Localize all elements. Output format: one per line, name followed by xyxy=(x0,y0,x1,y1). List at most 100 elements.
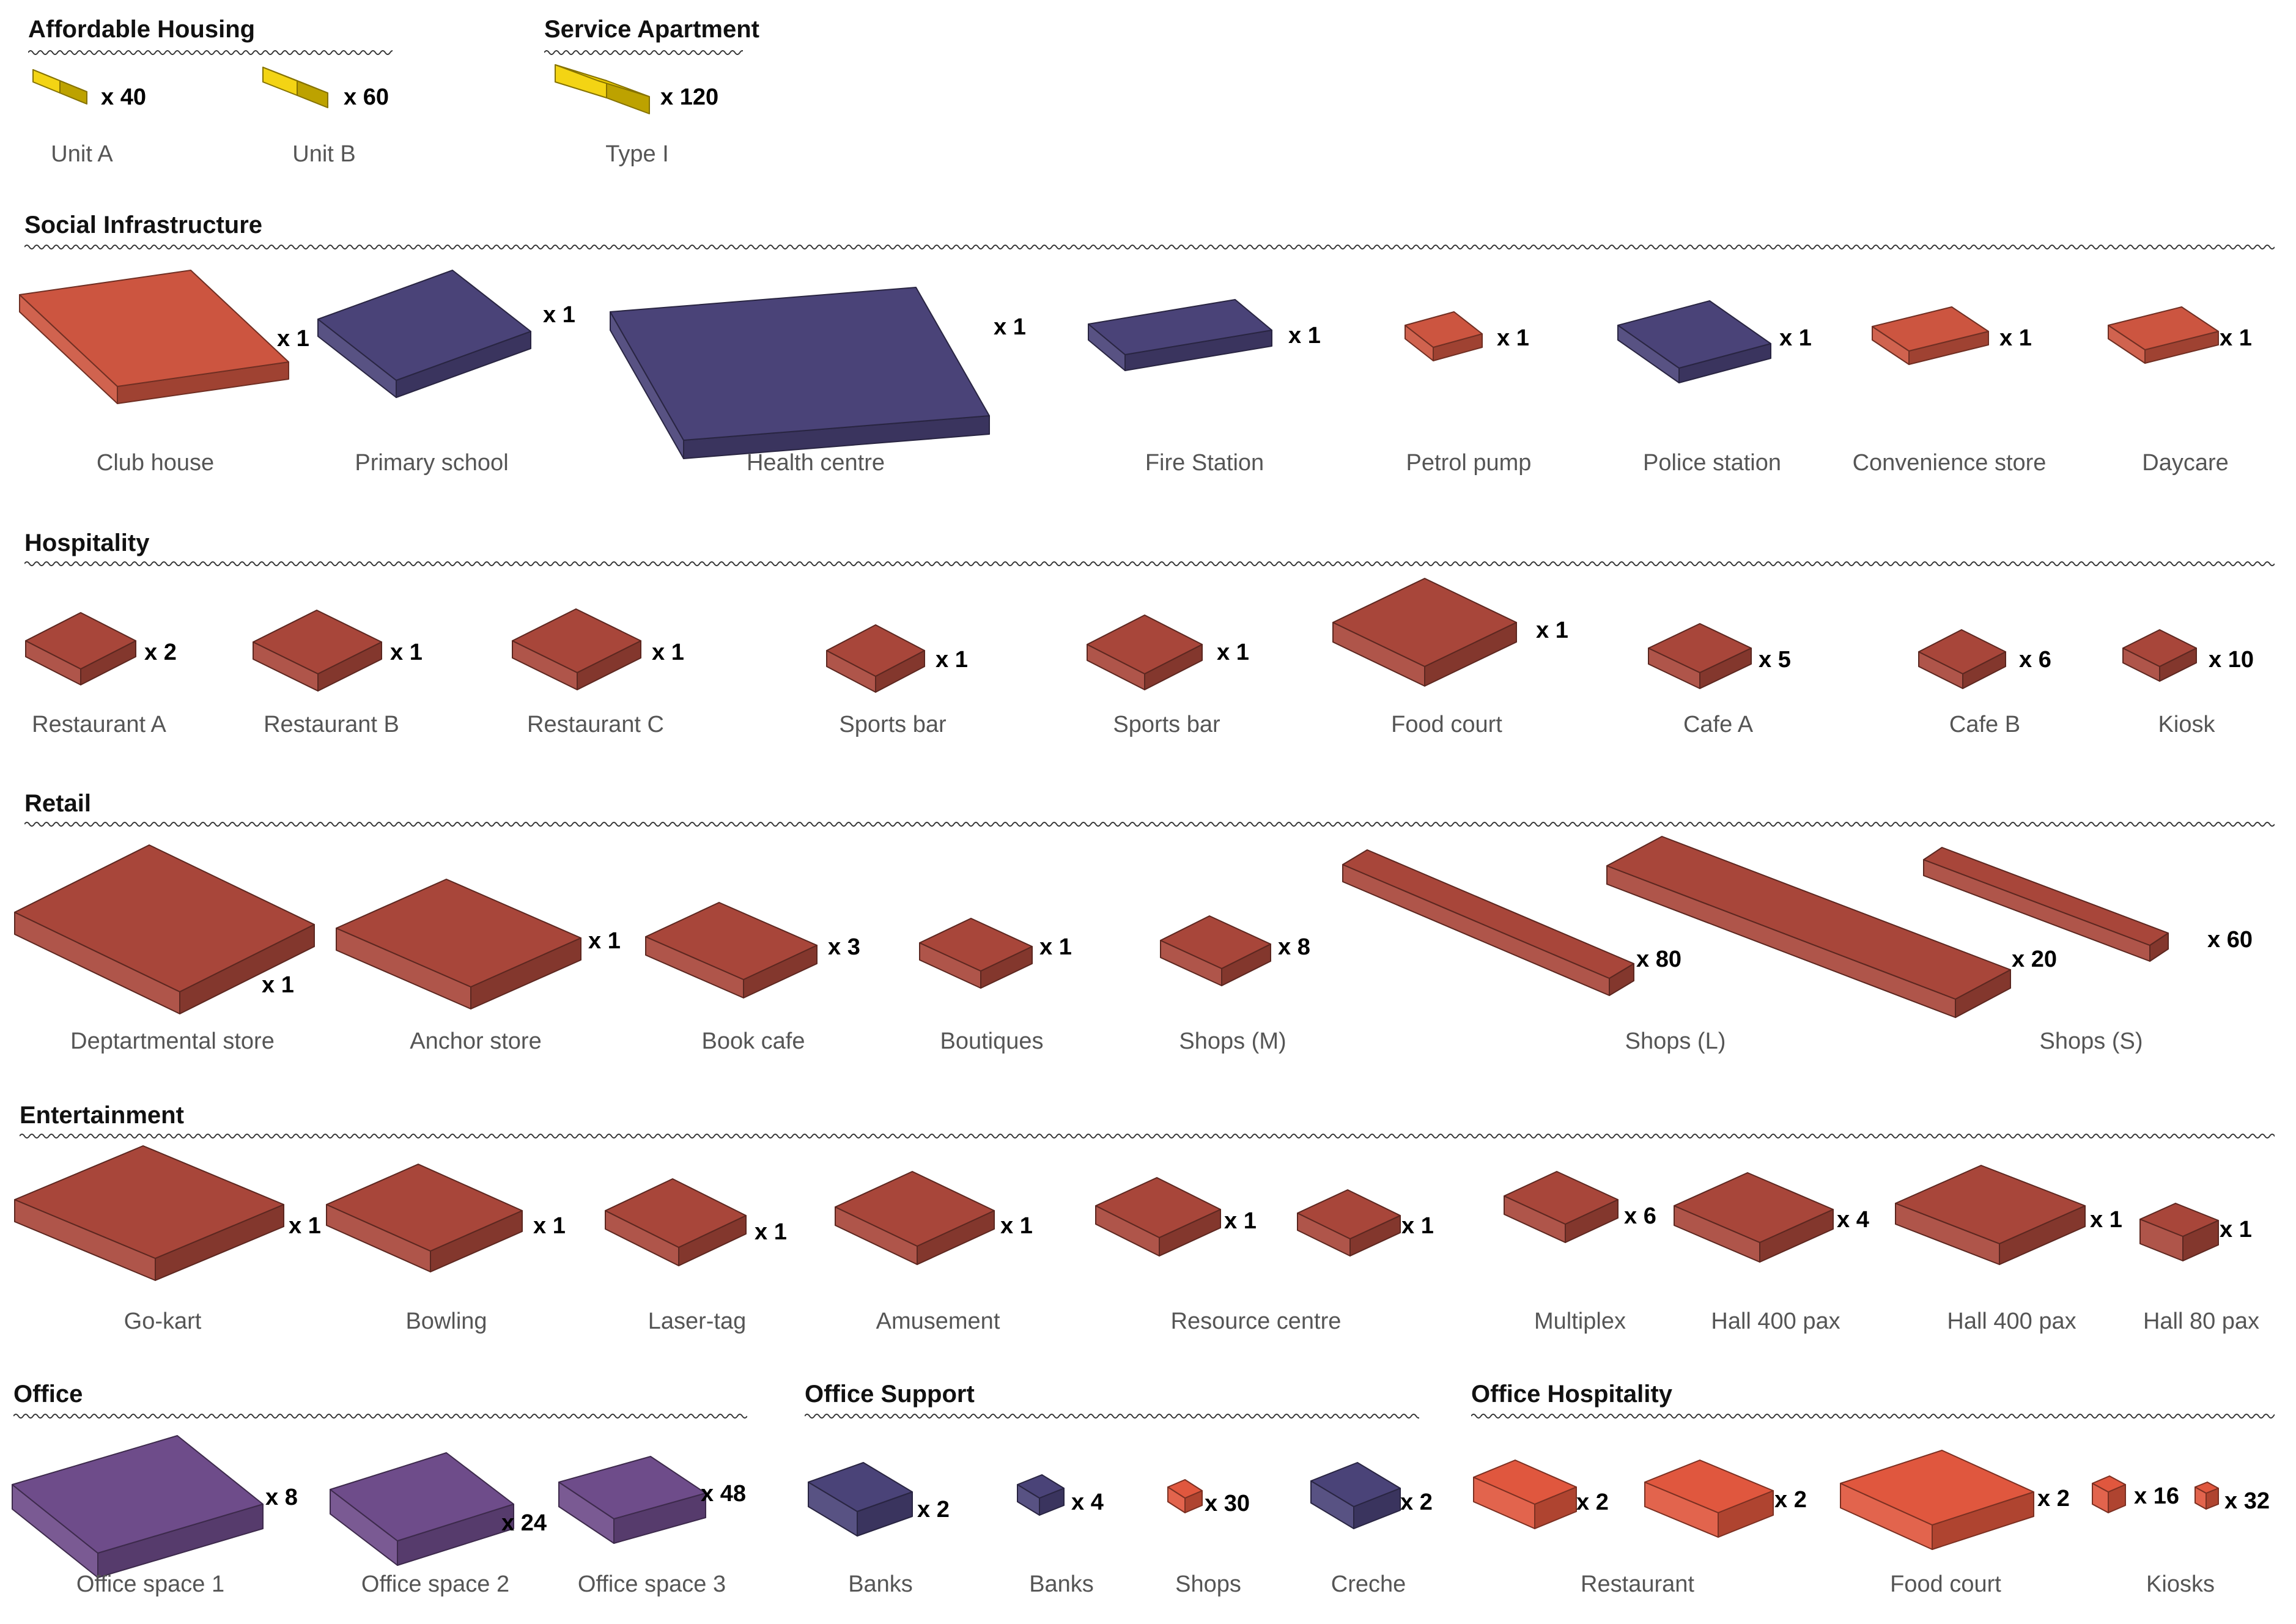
label-cafe-b: Cafe B xyxy=(1949,712,2021,737)
wavy-divider xyxy=(24,245,2275,249)
count-banks-1: x 2 xyxy=(917,1497,950,1523)
multiplex-block xyxy=(1504,1171,1619,1243)
sports-bar-1-block xyxy=(826,624,925,693)
section-title-affordable-housing: Affordable Housing xyxy=(28,16,256,43)
block-top xyxy=(1088,299,1272,355)
shops-s-block xyxy=(1923,847,2169,962)
label-laser-tag: Laser-tag xyxy=(648,1308,747,1334)
section-title-office-support: Office Support xyxy=(805,1381,975,1408)
block-top xyxy=(330,1452,514,1541)
count-restaurant-office-1: x 2 xyxy=(1576,1489,1609,1515)
count-hall-400-pax-1: x 4 xyxy=(1837,1207,1869,1233)
shops-l-wide-block xyxy=(1606,836,2011,1018)
restaurant-c-block xyxy=(512,608,641,690)
count-kiosks-1: x 16 xyxy=(2134,1483,2179,1509)
block-top xyxy=(1918,629,2006,674)
club-house-block xyxy=(19,270,289,404)
block-top xyxy=(2139,1203,2219,1237)
count-go-kart: x 1 xyxy=(289,1213,321,1239)
block-top xyxy=(1160,915,1271,969)
block-side-right xyxy=(59,80,87,105)
count-office-space-3: x 48 xyxy=(701,1481,746,1507)
count-convenience-store: x 1 xyxy=(1999,325,2032,351)
block-top xyxy=(919,918,1033,972)
count-office-space-2: x 24 xyxy=(501,1510,547,1536)
block-top xyxy=(19,270,289,387)
label-sports-bar-1: Sports bar xyxy=(839,712,947,737)
restaurant-office-2-block xyxy=(1644,1460,1774,1538)
label-cafe-a: Cafe A xyxy=(1683,712,1754,737)
count-creche: x 2 xyxy=(1400,1489,1433,1515)
label-shops-m: Shops (M) xyxy=(1179,1028,1286,1054)
label-restaurant-b: Restaurant B xyxy=(264,712,399,737)
kiosk-block xyxy=(2122,629,2197,682)
label-daycare: Daycare xyxy=(2142,450,2229,476)
block-top xyxy=(1297,1189,1401,1239)
primary-school-block xyxy=(317,270,531,398)
label-office-space-1: Office space 1 xyxy=(76,1571,225,1597)
kiosks-1-block xyxy=(2092,1475,2126,1513)
count-hall-80-pax: x 1 xyxy=(2220,1217,2252,1242)
food-court-office-block xyxy=(1840,1450,2034,1550)
block-top xyxy=(14,1145,284,1259)
count-primary-school: x 1 xyxy=(543,302,575,328)
label-anchor-store: Anchor store xyxy=(410,1028,542,1054)
block-top xyxy=(645,902,818,980)
office-space-1-block xyxy=(12,1435,264,1578)
count-bowling: x 1 xyxy=(533,1213,566,1239)
restaurant-a-block xyxy=(25,612,136,685)
hall-400-pax-1-block xyxy=(1674,1172,1834,1263)
wavy-divider xyxy=(1471,1414,2275,1419)
count-fire-station: x 1 xyxy=(1288,323,1321,349)
police-station-block xyxy=(1617,300,1771,383)
block-top xyxy=(12,1435,264,1554)
block-top xyxy=(1310,1462,1401,1507)
label-banks-1: Banks xyxy=(848,1571,913,1597)
block-top xyxy=(253,610,382,674)
block-top xyxy=(336,879,581,987)
label-restaurant-a: Restaurant A xyxy=(32,712,166,737)
count-multiplex: x 6 xyxy=(1624,1203,1656,1229)
count-sports-bar-1: x 1 xyxy=(936,647,968,673)
count-amusement: x 1 xyxy=(1000,1213,1033,1239)
count-food-court-office: x 2 xyxy=(2037,1486,2070,1511)
block-top xyxy=(2194,1482,2219,1494)
block-top xyxy=(1017,1474,1065,1499)
block-top xyxy=(1840,1450,2034,1526)
wave-line xyxy=(24,561,2275,566)
block-top xyxy=(826,624,925,677)
petrol-pump-block xyxy=(1405,311,1483,361)
block-top xyxy=(326,1164,523,1252)
section-title-office: Office xyxy=(13,1381,83,1408)
wave-line xyxy=(24,245,2275,249)
hall-400-pax-2-block xyxy=(1895,1165,2086,1265)
label-shops-s: Shops (S) xyxy=(2039,1028,2143,1054)
hall-80-pax-block xyxy=(2139,1203,2219,1261)
count-petrol-pump: x 1 xyxy=(1497,325,1529,351)
block-top xyxy=(2108,306,2219,350)
count-resource-centre-1: x 1 xyxy=(1224,1208,1257,1234)
block-top xyxy=(1923,847,2169,946)
count-kiosks-2: x 32 xyxy=(2224,1488,2270,1514)
block-top xyxy=(1473,1460,1577,1505)
label-resource-centre: Resource centre xyxy=(1170,1308,1342,1334)
block-top xyxy=(1167,1479,1203,1499)
block-top xyxy=(808,1462,913,1512)
count-health-centre: x 1 xyxy=(994,314,1026,340)
count-shops-office: x 30 xyxy=(1205,1491,1250,1516)
cafe-a-block xyxy=(1648,623,1752,689)
wave-line xyxy=(13,1414,747,1419)
convenience-store-block xyxy=(1872,306,1989,365)
block-top xyxy=(512,608,641,673)
wave-line xyxy=(28,50,393,55)
label-hall-400-pax-2: Hall 400 pax xyxy=(1947,1308,2076,1334)
label-food-court: Food court xyxy=(1391,712,1502,737)
section-title-service-apartment: Service Apartment xyxy=(544,16,759,43)
section-title-office-hospitality: Office Hospitality xyxy=(1471,1381,1672,1408)
food-court-block xyxy=(1332,578,1517,687)
block-side-left xyxy=(262,67,298,96)
label-restaurant-c: Restaurant C xyxy=(527,712,664,737)
resource-centre-2-block xyxy=(1297,1189,1401,1257)
wavy-divider xyxy=(20,1134,2275,1139)
block-top xyxy=(14,844,315,992)
